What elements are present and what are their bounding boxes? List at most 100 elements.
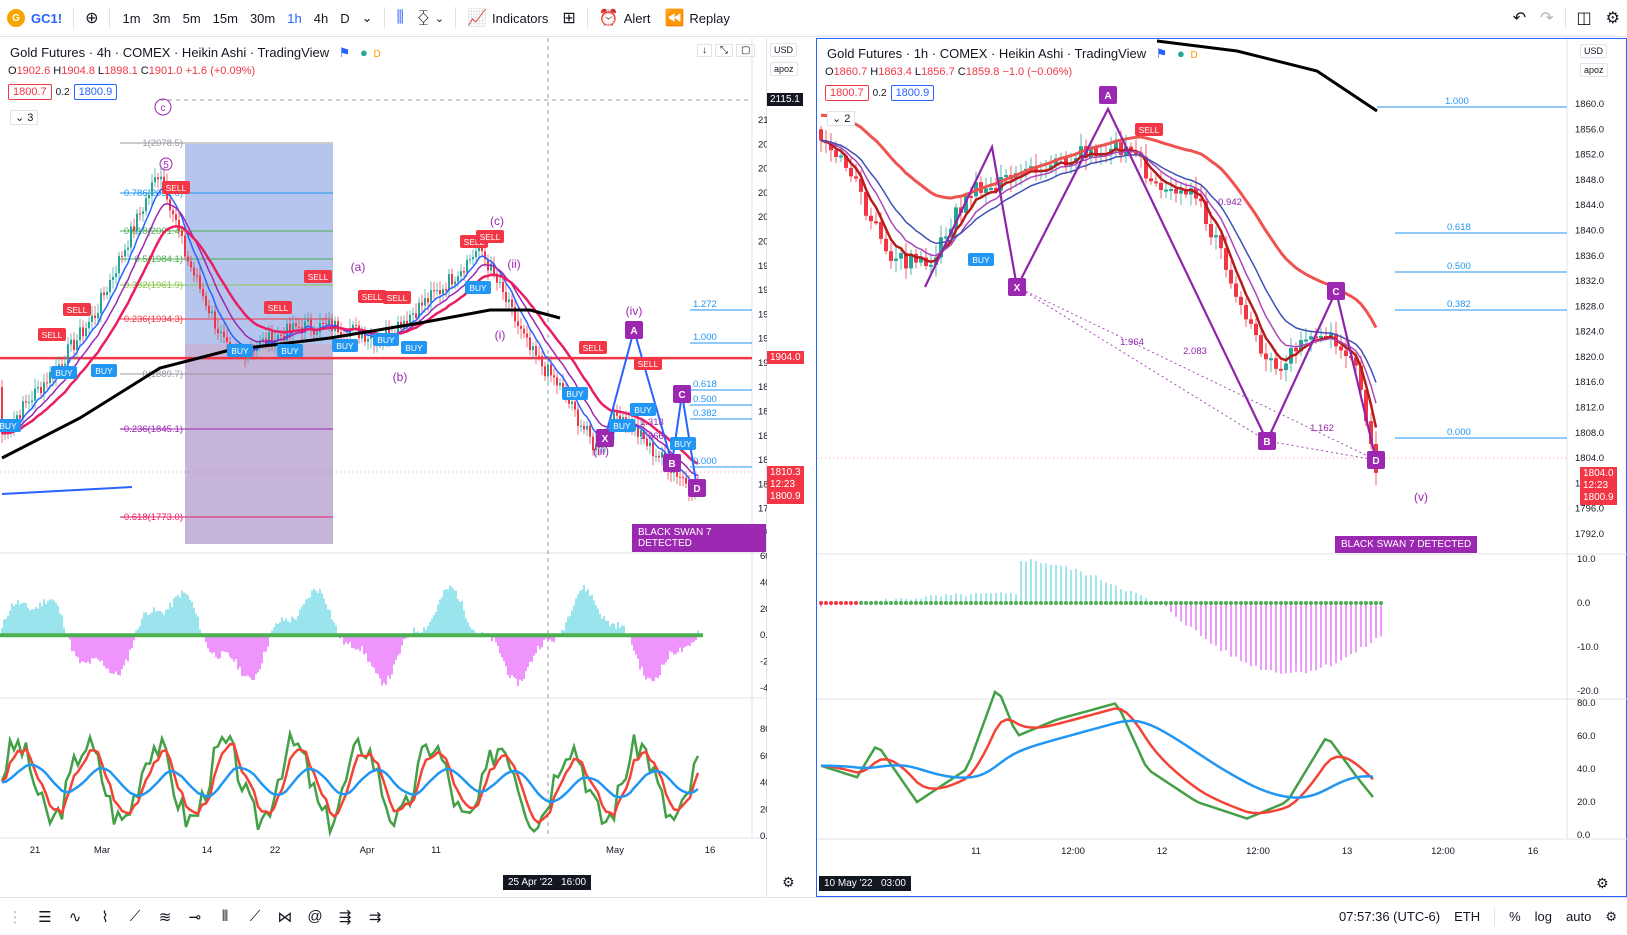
left-last-price2: 1800.9 [770,491,801,502]
ratio-label: 2.083 [1183,346,1207,357]
fib-spiral-icon[interactable]: @ [307,908,323,925]
left-chart-settings-gear[interactable]: ⚙ [782,874,795,890]
right-fib-label: 0.382 [1447,299,1471,310]
drag-handle-icon[interactable]: ⋮ [7,908,23,926]
parallel-channel-icon[interactable]: ≋ [158,908,172,926]
elliott-wave-icon[interactable]: ⌇ [101,908,109,926]
left-price-tick: 1900.0 [758,358,767,369]
candle-style-button[interactable]: ⧰ ⌄ [411,0,451,37]
osc1-dot [1124,601,1128,605]
indicators-button[interactable]: 📈 Indicators [460,0,555,37]
osc1-dot [1244,601,1248,605]
candle-body [259,340,261,347]
symbol-search[interactable]: G GC1! [0,0,69,37]
left-currency-button[interactable]: USD [770,43,798,57]
left-osc2-tick: 80.0 [760,724,767,735]
abc-pattern-icon[interactable]: ∿ [68,908,82,926]
interval-dropdown-chevron-icon[interactable]: ⌄ [361,10,373,25]
interval-1h[interactable]: 1h [287,10,302,26]
osc1-dot [1284,601,1288,605]
interval-1m[interactable]: 1m [122,10,141,26]
plus-circle-icon: ⊕ [85,10,99,27]
ratio-label: 1.162 [1310,423,1334,434]
candle-body [460,271,462,277]
osc1-dot [1149,601,1153,605]
left-price-tick: 1980.0 [758,261,767,272]
right-chart-settings-gear[interactable]: ⚙ [1596,875,1609,891]
short-position-icon[interactable]: ⇉ [368,908,382,926]
left-legend-collapse[interactable]: ⌄ 3 [10,110,39,125]
bar-style-button[interactable]: ⫼ [389,0,410,37]
left-current-price-tag: 1904.0 [767,351,804,364]
gold-symbol-icon: G [7,9,25,27]
replay-button[interactable]: ⏪ Replay [657,0,736,37]
candle-body [517,321,519,327]
candle-body [112,276,114,280]
replay-label: Replay [689,10,730,26]
undo-button[interactable]: ↶ [1506,0,1533,37]
right-bid-ask: 1800.7 0.2 1800.9 [825,85,935,101]
left-ask-button[interactable]: 1800.9 [73,84,118,100]
lines-tool-icon[interactable]: ☰ [38,908,52,926]
log-toggle[interactable]: log [1534,909,1553,924]
alert-button[interactable]: ⏰ Alert [592,0,658,37]
percent-toggle[interactable]: % [1509,909,1521,924]
right-bid-button[interactable]: 1800.7 [825,85,869,101]
settings-button[interactable]: ⚙ [1599,0,1627,37]
left-bid-button[interactable]: 1800.7 [8,84,52,100]
left-ohlc: O1902.6 H1904.8 L1898.1 C1901.0 +1.6 (+0… [8,65,256,77]
right-legend-collapse[interactable]: ⌄ 2 [827,111,856,126]
trend-line-icon[interactable]: ⟋ [129,908,141,925]
right-chart-pane[interactable]: 1860.0 1856.0 1852.0 1848.0 1844.0 1840.0 1836… [816,38,1627,897]
ray-icon[interactable]: ⟋ [249,908,261,925]
right-fib-label: 1.000 [693,332,717,343]
templates-button[interactable]: ⊞ [555,0,582,37]
horizontal-ray-icon[interactable]: ⊸ [188,908,202,926]
osc1-dot [994,601,998,605]
auto-toggle[interactable]: auto [1566,909,1592,924]
xabcd-pattern-icon[interactable]: ⋈ [277,908,293,926]
fib-retracement-icon[interactable]: ⫴ [221,908,229,925]
candle-body [676,470,678,477]
osc1-dot [934,601,938,605]
right-chart-canvas[interactable]: 1860.0 1856.0 1852.0 1848.0 1844.0 1840.0 1836… [817,39,1627,898]
right-currency-button[interactable]: USD [1580,44,1608,58]
pattern-point-label: B [1263,437,1270,448]
candle-body [415,313,417,318]
candle-body [211,311,213,314]
candle-body [529,337,531,351]
interval-30m[interactable]: 30m [249,10,276,26]
candle-body [409,314,411,324]
interval-3m[interactable]: 3m [152,10,171,26]
candle-body [1189,188,1193,195]
long-position-icon[interactable]: ⇶ [338,908,352,926]
osc1-dot [1304,601,1308,605]
right-ma-red [820,113,1378,329]
layout-button[interactable]: ◫ [1570,0,1599,37]
restore-icon[interactable]: ▢ [736,44,756,57]
scale-settings-gear-icon[interactable]: ⚙ [1605,908,1617,924]
redo-button[interactable]: ↷ [1533,0,1560,37]
left-scale-mode-button[interactable]: apoz [770,62,798,76]
osc1-dot [904,601,908,605]
osc1-dot [1059,601,1063,605]
osc1-dot [1374,601,1378,605]
candle-body [984,188,988,193]
osc1-dot [1379,601,1383,605]
right-ask-button[interactable]: 1800.9 [890,85,935,101]
interval-5m[interactable]: 5m [182,10,201,26]
compare-button[interactable]: ⊕ [78,0,105,37]
clock-time[interactable]: 07:57:36 (UTC-6) [1338,909,1441,924]
interval-d[interactable]: D [340,10,350,26]
right-scale-mode-button[interactable]: apoz [1580,63,1608,77]
session-button[interactable]: ETH [1454,909,1481,924]
candle-body [1064,156,1068,166]
right-open: 1860.7 [833,66,868,78]
interval-4h[interactable]: 4h [313,10,329,26]
interval-15m[interactable]: 15m [212,10,238,26]
maximize-icon[interactable]: ⤡ [715,44,733,57]
scroll-down-icon[interactable]: ↓ [697,44,712,57]
pattern-point-B [1258,432,1276,450]
